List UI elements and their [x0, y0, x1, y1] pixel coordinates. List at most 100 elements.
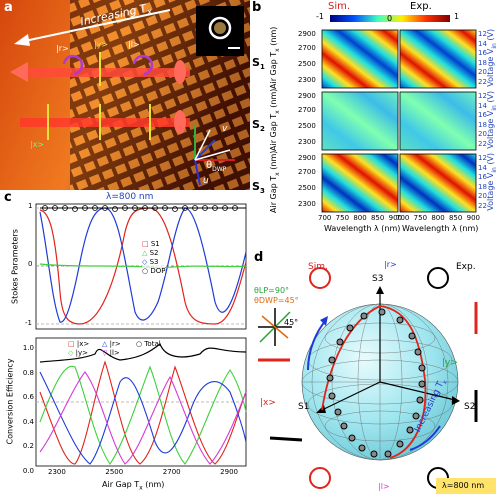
theta-dwp-label: θDWP	[206, 160, 226, 173]
legend-l-text: |l>	[109, 349, 120, 357]
panel-a-label: a	[4, 0, 13, 15]
colorbar-tick-max: 1	[454, 12, 460, 21]
rt-r2-1: 14	[478, 101, 487, 110]
b-ytick-r2-0: 2900	[298, 92, 316, 100]
row-label-s3: S3	[252, 180, 265, 195]
legend-s3: ◇ S3	[142, 258, 159, 266]
heatmap-s2-sim	[322, 92, 398, 150]
rt-r1-1: 14	[478, 39, 487, 48]
s3-curve	[39, 207, 247, 323]
panel-d: d Sim. Exp. |r> S3 θLP=90° θDWP=45° 45° …	[250, 250, 500, 499]
c-bt-5: 0.0	[22, 466, 34, 475]
colorbar-tick-min: -1	[316, 12, 324, 21]
b-ytick-r2-3: 2300	[298, 138, 316, 146]
state-label-r: |r>	[56, 44, 69, 53]
right-label-r3-unit: (V)	[486, 152, 496, 168]
rt-r3-0: 12	[478, 154, 487, 162]
d-s3: S3	[372, 274, 384, 284]
c-xlabel: Air Gap Tx (nm)	[102, 480, 164, 492]
ylabel-b2-text: Air Gap T	[269, 113, 279, 151]
right-ticks-r3: 12 14 16 18 20 22	[478, 154, 487, 211]
heatmap-s3-sim	[322, 154, 398, 212]
rt-r2-4: 20	[478, 130, 487, 138]
rt-r3-2: 16	[478, 173, 487, 181]
ylabel-b3-sub: x	[273, 172, 281, 176]
panel-c-svg	[35, 203, 247, 467]
b-xt-e-3: 850	[448, 214, 463, 222]
d-state-x: |x>	[260, 398, 276, 408]
b-ytick-r1-1: 2700	[298, 44, 316, 52]
c-xt-3: 2900	[220, 468, 238, 476]
b-ytick-r1-3: 2300	[298, 76, 316, 84]
increasing-arrow-right	[409, 425, 441, 451]
ylabel-b3-unit: (nm)	[269, 150, 279, 173]
row-s1-main: S	[252, 56, 260, 69]
d-sim-label: Sim.	[308, 262, 328, 272]
c-xt-1: 2500	[105, 468, 124, 476]
b-xt-e-1: 750	[413, 214, 428, 222]
c-xlabel-sub: x	[139, 484, 143, 492]
beam-bottom	[20, 118, 190, 127]
b-xticks-exp: 700 750 800 850 900	[396, 214, 480, 222]
b-ytick-r2-1: 2700	[298, 106, 316, 114]
d-s1: S1	[298, 402, 310, 412]
heatmap-s3-exp	[400, 154, 476, 212]
row-label-s1: S1	[252, 56, 265, 71]
row-s2-sub: 2	[259, 125, 265, 134]
b-xt-s-0: 700	[318, 214, 332, 222]
rt-r1-2: 16	[478, 49, 487, 57]
b-ytick-r3-0: 2900	[298, 154, 316, 162]
exp-label: Exp.	[410, 1, 432, 12]
angle-glyph	[258, 308, 292, 346]
l-state-curve	[39, 371, 247, 465]
row-s3-sub: 3	[259, 187, 265, 196]
c-xlabel-text: Air Gap T	[102, 480, 140, 489]
right-label-r1: Voltage Vin (V)	[486, 28, 498, 88]
rt-r1-4: 20	[478, 68, 487, 76]
legend-x: □ |x>	[68, 340, 90, 348]
right-label-r3-sub: in	[490, 167, 498, 173]
legend-dop: ○ DOP	[142, 267, 166, 275]
ylabel-b1-unit: (nm)	[269, 26, 279, 49]
dop-markers	[42, 205, 238, 212]
c-xticks: 2300 2500 2700 2900	[48, 468, 238, 476]
b-xt-s-2: 800	[353, 214, 367, 222]
legend-s1-text: S1	[150, 240, 160, 248]
ylabel-b3-text: Air Gap T	[269, 175, 279, 213]
right-label-r2-unit: (V)	[486, 90, 496, 106]
legend-s3-text: S3	[149, 258, 159, 266]
ylabel-b-row2: Air Gap Tx (nm)	[269, 85, 281, 155]
c-top-ylabel: Stokes Parameters	[10, 229, 20, 304]
right-label-r1-unit: (V)	[486, 28, 496, 44]
right-label-r2-sub: in	[490, 105, 498, 111]
rt-r1-5: 22	[478, 77, 487, 86]
rt-r3-3: 18	[478, 182, 487, 191]
axis-u-label: u	[203, 176, 209, 186]
c-bt-2: 0.6	[22, 393, 34, 401]
legend-x-text: |x>	[76, 340, 90, 348]
c-xt-0: 2300	[48, 468, 66, 476]
b-xt-e-2: 800	[431, 214, 445, 222]
d-exp-label: Exp.	[456, 262, 476, 272]
right-label-r1-sub: in	[490, 43, 498, 49]
panel-b-label: b	[252, 0, 262, 15]
c-bot-legend: □ |x> △ |r> ○ Total ◇ |y> ▽ |l>	[68, 340, 176, 358]
theta-symbol: θ	[206, 160, 213, 171]
exp-points	[326, 308, 426, 458]
total-curve	[39, 343, 247, 363]
panel-d-label: d	[254, 250, 264, 265]
right-label-r3-text: Voltage V	[486, 172, 496, 211]
ylabel-b-row1: Air Gap Tx (nm)	[269, 23, 281, 93]
theta-sub: DWP	[212, 166, 227, 173]
d-state-r: |r>	[384, 260, 397, 269]
rt-r1-3: 18	[478, 58, 487, 67]
legend-r-text: |r>	[109, 340, 121, 348]
legend-y: ◇ |y>	[68, 349, 88, 357]
glyph-r-exp	[427, 267, 449, 289]
ylabel-b1-sub: x	[273, 48, 281, 52]
axis-v-label: v	[222, 124, 228, 134]
d-s2: S2	[464, 402, 476, 412]
panel-a-illustration	[0, 0, 250, 190]
right-ticks-r2: 12 14 16 18 20 22	[478, 92, 487, 149]
b-xt-e-0: 700	[396, 214, 410, 222]
